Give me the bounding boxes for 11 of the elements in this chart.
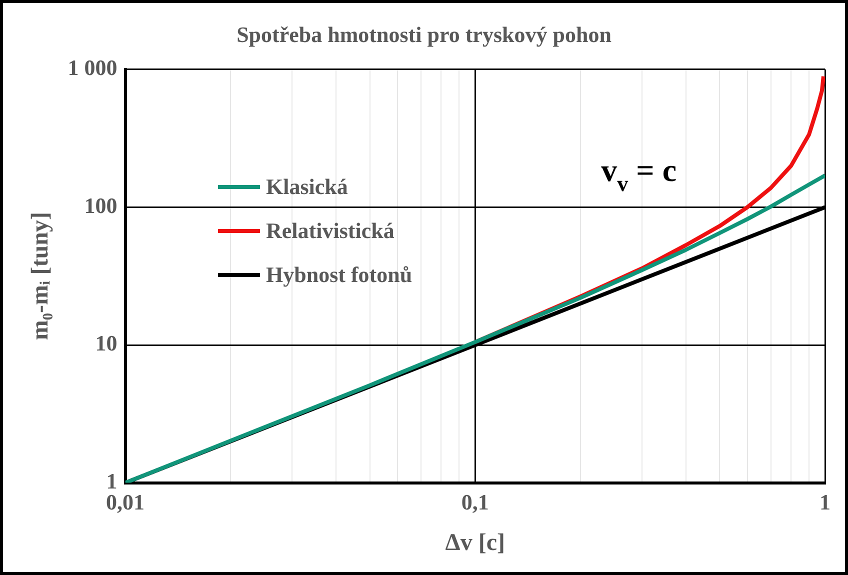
y-tick-label: 100	[84, 192, 118, 218]
x-tick-label: 0,1	[461, 490, 489, 515]
x-tick-label: 1	[820, 490, 830, 515]
y-tick-label: 10	[95, 330, 118, 356]
y-tick-label: 1 000	[68, 55, 118, 80]
legend-label: Hybnost fotonů	[266, 262, 412, 288]
x-axis-title: Δv [c]	[445, 530, 505, 556]
chart-title: Spotřeba hmotnosti pro tryskový pohon	[236, 22, 612, 47]
legend-label: Relativistická	[266, 218, 394, 244]
legend-label: Klasická	[266, 174, 348, 200]
y-axis-title: m₀-mᵢ [tuny]	[28, 212, 54, 340]
